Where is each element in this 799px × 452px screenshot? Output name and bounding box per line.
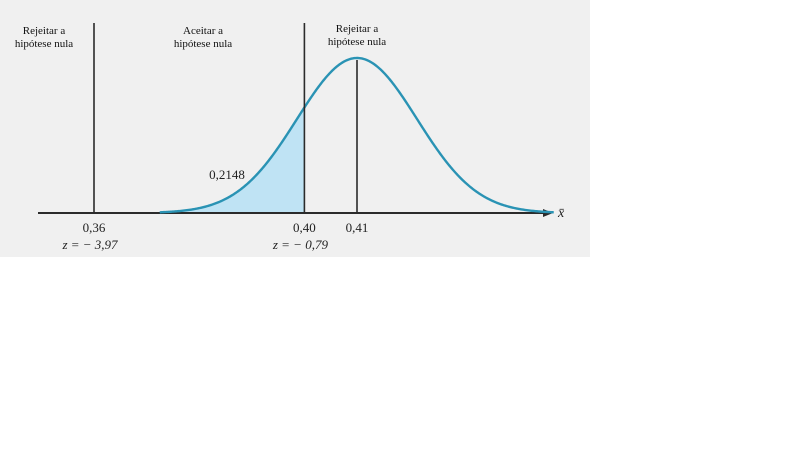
critical-z-label-1: z = − 3,97	[61, 237, 118, 252]
accept-line1: Aceitar a	[183, 25, 223, 37]
reject-right-label: Rejeitar a hipótese nula	[323, 23, 391, 49]
reject-right-line1: Rejeitar a	[335, 23, 379, 35]
reject-right-line2: hipótese nula	[327, 36, 387, 48]
normal-curve	[159, 56, 554, 214]
accept-line2: hipótese nula	[173, 38, 233, 50]
critical-z-label-2: z = − 0,79	[272, 237, 329, 252]
accept-label: Aceitar a hipótese nula	[170, 25, 236, 51]
critical-tick-label-1: 0,36	[83, 220, 106, 235]
chart-svg: x̄ 0,36 z = − 3,97 0,40 z = − 0,79 0,41 0,2148	[38, 23, 565, 252]
shaded-area-label: 0,2148	[209, 167, 245, 182]
critical-tick-label-2: 0,40	[293, 220, 316, 235]
x-axis-label: x̄	[557, 206, 565, 221]
shaded-area	[172, 107, 305, 213]
reject-left-line1: Rejeitar a	[22, 25, 66, 37]
reject-left-line2: hipótese nula	[14, 38, 74, 50]
mean-tick-label: 0,41	[346, 220, 369, 235]
reject-left-label: Rejeitar a hipótese nula	[13, 25, 75, 51]
